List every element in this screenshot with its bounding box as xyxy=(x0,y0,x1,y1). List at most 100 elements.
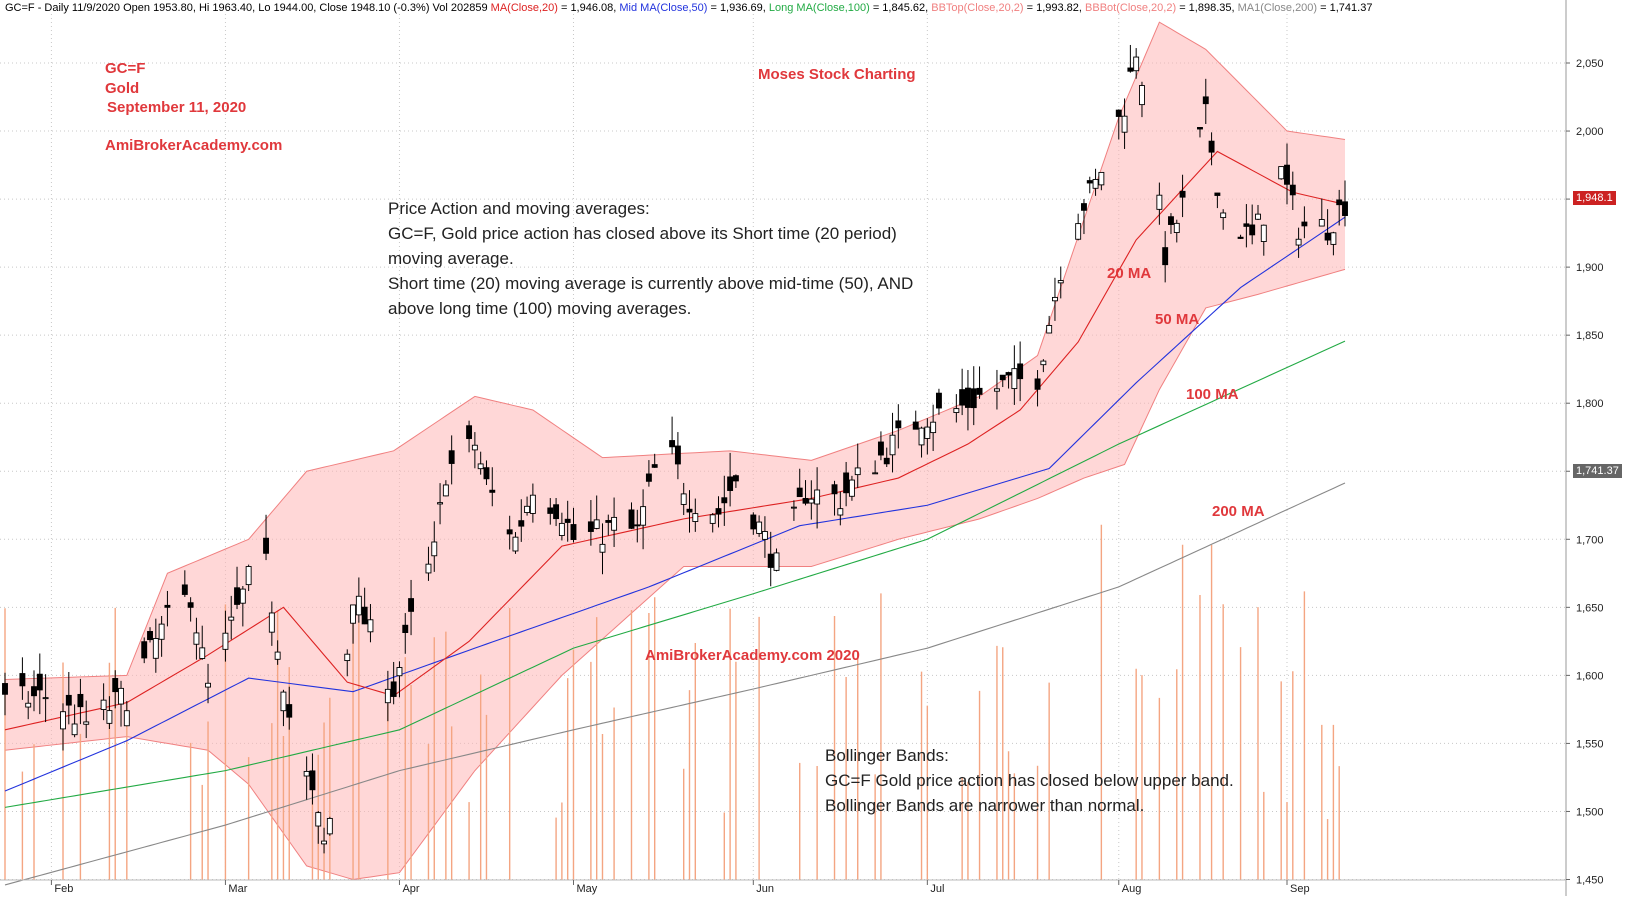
candle-body xyxy=(31,686,37,697)
site-label: AmiBrokerAcademy.com xyxy=(105,137,283,154)
candle-body xyxy=(831,484,838,495)
y-tick-label: 1,500 xyxy=(1576,806,1604,818)
chart-header: GC=F - Daily 11/9/2020 Open 1953.80, Hi … xyxy=(5,2,1372,14)
candle-body xyxy=(164,604,171,608)
header-bbbot-value: = 1,898.35, xyxy=(1176,2,1238,14)
candle-body xyxy=(42,697,49,700)
candle-body xyxy=(489,489,496,493)
candle-body xyxy=(953,408,960,413)
candle-body xyxy=(1202,96,1209,105)
candle-body xyxy=(199,647,206,659)
candle-body xyxy=(1075,223,1082,240)
x-tick-label: Mar xyxy=(228,883,247,895)
header-bbbot: BBBot(Close,20,2) xyxy=(1085,2,1177,14)
candle-body xyxy=(959,389,966,406)
candle-body xyxy=(228,616,235,621)
bollinger-band-area xyxy=(5,22,1345,880)
ma50-annotation: 50 MA xyxy=(1155,311,1200,328)
y-tick-label: 1,700 xyxy=(1576,534,1604,546)
candle-body xyxy=(1208,140,1215,153)
candle-body xyxy=(872,472,879,475)
candle-body xyxy=(848,479,855,497)
asset-name-label: Gold xyxy=(105,80,140,97)
candle-body xyxy=(1249,224,1256,236)
candle-body xyxy=(570,524,577,540)
x-tick-label: Feb xyxy=(54,883,73,895)
candle-body xyxy=(976,387,983,395)
candle-body xyxy=(1173,222,1180,233)
candle-body xyxy=(350,604,357,624)
candle-body xyxy=(361,606,368,625)
candle-body xyxy=(1284,164,1290,185)
candle-body xyxy=(1168,216,1174,225)
candle-body xyxy=(408,598,415,612)
candle-body xyxy=(100,699,107,710)
candle-body xyxy=(889,434,896,456)
ma20-line xyxy=(4,150,1346,731)
candle-body xyxy=(1162,247,1169,266)
candle-body xyxy=(1278,166,1285,180)
candle-body xyxy=(25,702,32,708)
candle-body xyxy=(425,563,432,574)
ma200-value-badge: 1,741.37 xyxy=(1573,464,1622,478)
candle-body xyxy=(524,505,531,514)
candle-body xyxy=(112,678,119,693)
candle-body xyxy=(814,489,821,505)
candle-body xyxy=(384,688,391,704)
note-line: Short time (20) moving average is curren… xyxy=(388,274,914,293)
candle-body xyxy=(477,463,484,470)
header-ma200: MA1(Close,200) xyxy=(1237,2,1318,14)
candle-body xyxy=(483,467,490,480)
note-line: Bollinger Bands: xyxy=(825,746,949,765)
note-line: above long time (100) moving averages. xyxy=(388,299,692,318)
candle-body xyxy=(1098,171,1105,186)
candle-body xyxy=(680,493,687,505)
candle-body xyxy=(402,624,409,633)
candle-body xyxy=(761,531,768,540)
y-tick-label: 1,600 xyxy=(1576,670,1604,682)
candle-body xyxy=(587,521,594,532)
candle-body xyxy=(181,584,188,595)
candle-body xyxy=(756,521,763,534)
candle-body xyxy=(36,673,43,691)
last-price-badge: 1,948.1 xyxy=(1573,191,1616,205)
candle-body xyxy=(1011,368,1018,390)
candle-body xyxy=(1330,232,1337,245)
bollinger-bottom-line xyxy=(4,268,1346,881)
watermark-label: AmiBrokerAcademy.com 2020 xyxy=(645,647,860,664)
candle-body xyxy=(471,444,478,451)
candle-body xyxy=(309,770,316,791)
candle-body xyxy=(628,509,635,529)
candle-body xyxy=(1052,296,1058,302)
candle-body xyxy=(344,653,351,662)
y-tick-label: 2,050 xyxy=(1576,58,1604,70)
header-symbol-line: GC=F - Daily 11/9/2020 Open 1953.80, Hi … xyxy=(5,2,491,14)
candle-body xyxy=(396,667,403,677)
candle-body xyxy=(147,631,153,641)
candle-body xyxy=(732,475,739,482)
candle-body xyxy=(1057,280,1064,284)
candle-body xyxy=(715,508,722,515)
candle-body xyxy=(1220,212,1227,219)
candle-body xyxy=(106,710,113,724)
candle-body xyxy=(518,520,525,527)
candle-body xyxy=(321,840,327,845)
candle-body xyxy=(1005,372,1012,376)
candle-body xyxy=(1017,363,1024,380)
candle-body xyxy=(448,450,455,464)
x-tick-label: Jun xyxy=(756,883,774,895)
candle-body xyxy=(1127,67,1134,72)
candle-body xyxy=(843,472,850,494)
x-tick-label: Jul xyxy=(930,883,944,895)
candle-body xyxy=(877,441,884,456)
candle-body xyxy=(1295,238,1302,246)
ma100-line xyxy=(4,340,1346,808)
header-long-ma: Long MA(Close,100) xyxy=(768,2,870,14)
candle-body xyxy=(437,502,444,505)
bollinger-note: Bollinger Bands: GC=F Gold price action … xyxy=(825,743,1234,818)
candle-body xyxy=(118,687,124,705)
y-tick-label: 1,550 xyxy=(1576,738,1604,750)
candle-body xyxy=(431,541,438,557)
candle-body xyxy=(65,694,72,706)
